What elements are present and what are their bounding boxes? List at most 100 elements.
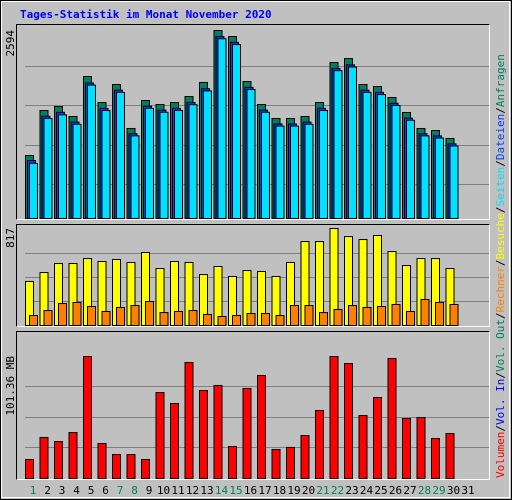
bar (242, 387, 252, 479)
bar (377, 306, 386, 326)
legend-entry: Rechner (494, 266, 507, 313)
bar (435, 137, 444, 219)
bar (72, 301, 82, 326)
x-tick-label: 11 (171, 484, 184, 497)
bar (344, 363, 353, 480)
bar (362, 306, 372, 327)
x-tick-label: 29 (432, 484, 445, 497)
bar (72, 123, 82, 219)
x-tick-label: 6 (102, 484, 109, 497)
chart-title: Tages-Statistik im Monat November 2020 (20, 8, 272, 21)
x-tick-label: 5 (88, 484, 95, 497)
legend-separator: / (494, 160, 507, 167)
x-tick-label: 10 (157, 484, 170, 497)
bar (387, 357, 397, 479)
bar (449, 145, 459, 219)
bar (333, 70, 343, 219)
x-tick-label: 27 (403, 484, 416, 497)
bar (145, 301, 154, 327)
bar (435, 301, 444, 326)
bar (145, 107, 154, 219)
x-tick-label: 14 (215, 484, 229, 497)
bar (261, 313, 270, 327)
bar (188, 310, 198, 327)
bar (449, 303, 459, 327)
bar (232, 315, 241, 326)
bar (213, 384, 223, 479)
x-tick-label: 23 (345, 484, 358, 497)
y-tick-label: 101.36 MB (4, 356, 17, 416)
bar (286, 446, 295, 479)
bar (304, 305, 314, 327)
bar (319, 110, 328, 219)
x-tick-label: 25 (374, 484, 387, 497)
bar (29, 162, 38, 219)
bar (445, 432, 455, 480)
bar (431, 438, 440, 479)
bar (275, 315, 285, 326)
bar (358, 415, 368, 479)
panel-bevel (16, 331, 490, 480)
bar (217, 38, 227, 219)
y-tick-label: 2594 (4, 30, 17, 57)
bar (97, 442, 107, 479)
bar (112, 454, 121, 480)
x-tick-label: 16 (244, 484, 257, 497)
bar (188, 104, 198, 219)
bar (391, 104, 401, 219)
bar (271, 448, 281, 479)
bar (275, 125, 285, 219)
x-tick-label: 13 (200, 484, 213, 497)
bar (246, 313, 256, 327)
legend-entry: Vol. In (494, 379, 507, 425)
bar (416, 416, 426, 479)
x-tick-label: 8 (131, 484, 138, 497)
legend-separator: / (494, 107, 507, 114)
bar (43, 117, 53, 219)
bar (420, 135, 430, 220)
legend-separator: / (494, 372, 507, 379)
bar (290, 125, 299, 219)
bar (43, 310, 53, 327)
y-tick-label: 817 (4, 228, 17, 248)
bar (315, 409, 324, 479)
bar (159, 312, 169, 326)
x-tick-label: 24 (360, 484, 374, 497)
bar (290, 305, 299, 327)
x-tick-label: 20 (302, 484, 315, 497)
bar (174, 110, 183, 219)
bar (126, 454, 136, 480)
legend-separator: / (494, 312, 507, 319)
x-tick-label: 7 (117, 484, 124, 497)
bar (155, 392, 165, 479)
bar (29, 315, 38, 326)
x-tick-label: 9 (146, 484, 153, 497)
bar (184, 361, 194, 479)
bar (203, 313, 212, 326)
bar (373, 396, 382, 480)
legend-separator: / (494, 425, 507, 432)
legend-entry: Dateien (494, 114, 507, 160)
bar (377, 94, 386, 219)
bar (391, 303, 401, 327)
legend-entry: Volumen (494, 432, 507, 478)
bar (406, 310, 415, 326)
bar (406, 119, 415, 219)
legend-entry: Vol. Out (494, 319, 507, 372)
bar (232, 44, 241, 220)
bar (87, 84, 96, 219)
x-tick-label: 4 (73, 484, 80, 497)
x-tick-label: 31 (461, 484, 474, 497)
x-tick-label: 21 (316, 484, 329, 497)
bar (174, 310, 183, 326)
x-tick-label: 3 (59, 484, 66, 497)
bar (101, 110, 111, 219)
bar (130, 305, 140, 327)
legend: Volumen/Vol. In/Vol. Out/Rechner/Besuche… (494, 54, 507, 478)
bar (83, 356, 92, 479)
legend-entry: Anfragen (494, 54, 507, 107)
x-tick-label: 28 (418, 484, 431, 497)
bar (39, 436, 49, 480)
